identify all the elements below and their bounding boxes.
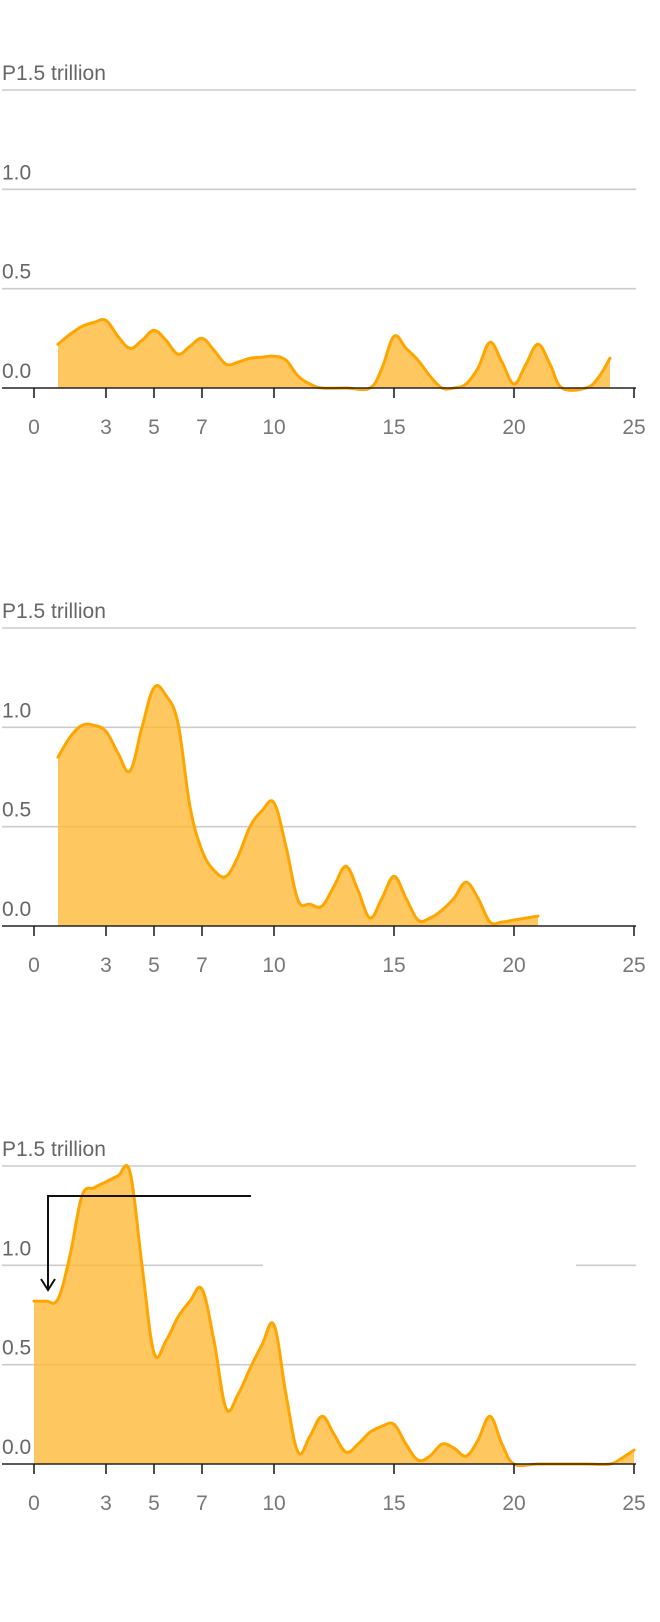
area-fill <box>58 685 538 926</box>
y-tick-label: 1.0 <box>2 699 31 722</box>
x-tick-label: 10 <box>262 416 285 439</box>
area-chart-1: 0 3 5 7 10 15 20 25 0.0 0.5 1.0 P1.5 trillion <box>2 62 646 439</box>
area-fill <box>58 319 610 391</box>
x-tick-label: 20 <box>502 416 525 439</box>
x-tick-label: 3 <box>100 1492 112 1515</box>
y-tick-label: 0.0 <box>2 1436 31 1459</box>
gridline-gap <box>263 1262 576 1269</box>
y-tick-label: 1.0 <box>2 1237 31 1260</box>
x-tick-label: 3 <box>100 954 112 977</box>
x-tick-label: 5 <box>148 954 160 977</box>
x-tick-label: 10 <box>262 954 285 977</box>
y-tick-label: P1.5 trillion <box>2 62 106 85</box>
y-tick-label: P1.5 trillion <box>2 1138 106 1161</box>
x-tick-label: 20 <box>502 1492 525 1515</box>
y-tick-label: 0.0 <box>2 898 31 921</box>
y-tick-label: 0.5 <box>2 261 31 284</box>
x-tick-label: 0 <box>28 416 40 439</box>
y-tick-label: 0.5 <box>2 799 31 822</box>
annotation-arrow <box>47 1195 251 1288</box>
x-tick-label: 7 <box>196 954 208 977</box>
x-tick-label: 15 <box>382 954 405 977</box>
y-tick-label: 0.0 <box>2 360 31 383</box>
series-line <box>56 318 612 392</box>
x-tick-label: 0 <box>28 1492 40 1515</box>
x-tick-label: 10 <box>262 1492 285 1515</box>
x-tick-label: 3 <box>100 416 112 439</box>
x-tick-label: 7 <box>196 416 208 439</box>
x-tick-label: 15 <box>382 416 405 439</box>
y-tick-label: 0.5 <box>2 1337 31 1360</box>
x-tick-label: 20 <box>502 954 525 977</box>
area-chart-3: 0 3 5 7 10 15 20 25 0.0 0.5 1.0 P1.5 trillion <box>2 1138 646 1515</box>
x-tick-label: 25 <box>622 416 645 439</box>
y-tick-label: P1.5 trillion <box>2 600 106 623</box>
y-tick-label: 1.0 <box>2 161 31 184</box>
area-chart-2: 0 3 5 7 10 15 20 25 0.0 0.5 1.0 P1.5 trillion <box>2 600 646 977</box>
x-tick-label: 25 <box>622 1492 645 1515</box>
series-line <box>56 684 540 926</box>
x-tick-label: 7 <box>196 1492 208 1515</box>
series-line <box>32 1164 636 1468</box>
x-tick-label: 25 <box>622 954 645 977</box>
annotation-arrowhead <box>40 1278 56 1292</box>
x-tick-label: 0 <box>28 954 40 977</box>
x-tick-label: 5 <box>148 1492 160 1515</box>
x-tick-label: 15 <box>382 1492 405 1515</box>
x-tick-label: 5 <box>148 416 160 439</box>
area-fill <box>34 1165 634 1466</box>
